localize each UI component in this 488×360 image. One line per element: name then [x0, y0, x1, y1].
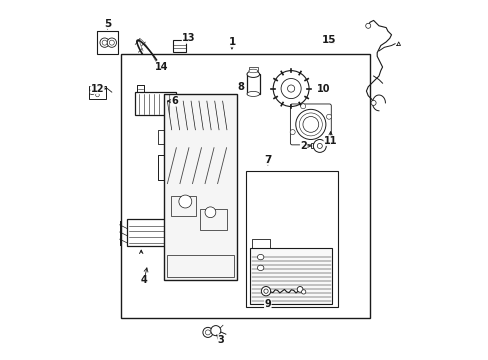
Circle shape [313, 139, 325, 152]
Bar [97, 31, 117, 54]
Circle shape [273, 71, 308, 107]
Circle shape [204, 207, 215, 218]
Bar [167, 255, 233, 277]
Circle shape [96, 93, 99, 97]
Text: 14: 14 [155, 62, 168, 72]
Circle shape [109, 40, 114, 45]
Ellipse shape [246, 91, 259, 96]
Bar [172, 40, 186, 51]
Circle shape [100, 38, 109, 47]
Circle shape [281, 78, 301, 99]
Text: 15: 15 [321, 35, 335, 45]
Circle shape [261, 287, 270, 296]
Circle shape [210, 325, 221, 336]
Circle shape [89, 90, 94, 95]
Text: 7: 7 [264, 155, 271, 165]
Bar [246, 74, 259, 94]
Circle shape [317, 143, 322, 148]
Circle shape [297, 287, 303, 292]
Text: 1: 1 [228, 37, 235, 47]
Text: 12: 12 [91, 84, 104, 94]
Circle shape [264, 289, 267, 293]
Bar [246, 171, 337, 307]
Bar [199, 209, 226, 230]
Text: 5: 5 [103, 19, 111, 29]
Circle shape [295, 109, 325, 139]
Ellipse shape [248, 69, 257, 73]
Ellipse shape [246, 71, 259, 77]
Ellipse shape [257, 265, 264, 271]
Circle shape [300, 104, 305, 109]
Circle shape [315, 140, 321, 145]
Circle shape [107, 38, 116, 47]
Text: 8: 8 [237, 82, 244, 92]
Text: 10: 10 [316, 84, 329, 94]
Bar [121, 54, 369, 318]
Circle shape [289, 130, 295, 135]
Ellipse shape [257, 255, 264, 260]
Circle shape [179, 195, 191, 208]
Circle shape [303, 117, 318, 132]
Circle shape [365, 23, 370, 28]
Circle shape [287, 85, 294, 92]
Bar [249, 248, 332, 304]
Bar [88, 86, 106, 99]
Text: 4: 4 [141, 275, 147, 285]
Bar [310, 143, 314, 148]
Circle shape [301, 290, 305, 294]
Circle shape [205, 330, 210, 335]
Text: 2: 2 [300, 141, 306, 151]
Circle shape [203, 327, 212, 337]
Circle shape [326, 114, 331, 119]
Bar [248, 67, 257, 71]
Text: 6: 6 [171, 96, 178, 106]
Bar [126, 220, 175, 246]
Text: 9: 9 [264, 299, 271, 309]
Circle shape [102, 40, 107, 45]
Bar [163, 94, 237, 280]
Bar [135, 92, 176, 116]
Circle shape [370, 100, 375, 105]
Text: 11: 11 [323, 136, 337, 145]
Text: 13: 13 [182, 33, 195, 43]
Bar [171, 196, 196, 216]
Text: 3: 3 [217, 334, 224, 345]
